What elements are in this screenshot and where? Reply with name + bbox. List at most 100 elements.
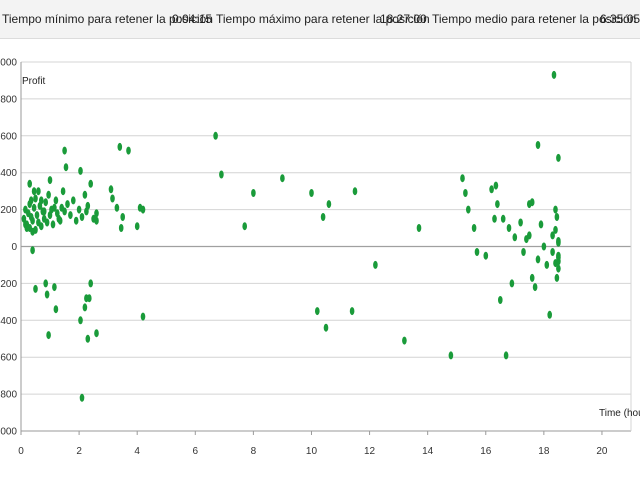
data-point	[535, 141, 541, 149]
data-point	[120, 213, 125, 221]
data-point	[219, 170, 224, 179]
data-point	[550, 248, 555, 256]
y-axis-title: Profit	[22, 76, 46, 87]
data-point	[62, 146, 67, 155]
data-point	[503, 351, 509, 360]
data-point	[52, 203, 57, 212]
x-tick-label: 20	[596, 446, 608, 457]
data-point	[309, 189, 314, 197]
data-point	[140, 205, 146, 214]
data-point	[68, 211, 73, 220]
data-point	[27, 179, 32, 188]
data-point	[527, 231, 532, 240]
data-point	[31, 203, 37, 212]
data-point	[495, 200, 500, 209]
data-point	[352, 187, 358, 196]
data-point	[554, 213, 560, 221]
data-point	[47, 176, 53, 185]
avg-hold-time-value: 6:35:05	[600, 12, 640, 26]
data-point	[556, 253, 561, 262]
data-point	[39, 222, 44, 231]
data-point	[53, 196, 59, 205]
x-tick-label: 10	[306, 446, 318, 457]
data-point	[280, 174, 285, 183]
data-point	[463, 189, 468, 197]
data-point	[88, 179, 93, 188]
data-point	[471, 224, 477, 232]
y-tick-label: 400	[0, 168, 17, 179]
y-tick-label: 0	[11, 242, 17, 253]
data-point	[506, 224, 512, 232]
data-point	[315, 307, 320, 316]
data-point	[33, 194, 38, 203]
axes	[20, 62, 632, 435]
data-point	[78, 316, 83, 325]
data-point	[114, 203, 120, 212]
data-point	[30, 216, 35, 225]
data-point	[126, 146, 131, 155]
x-tick-label: 14	[422, 446, 434, 457]
data-point	[117, 142, 123, 151]
data-point	[532, 283, 538, 292]
data-point	[448, 351, 454, 360]
y-tick-label: 200	[0, 205, 17, 216]
data-point	[547, 310, 552, 319]
data-point	[553, 225, 558, 234]
data-point	[30, 246, 35, 255]
data-point	[28, 196, 34, 205]
data-point	[323, 323, 329, 332]
data-point	[85, 334, 91, 343]
data-point	[46, 331, 51, 340]
data-point	[52, 283, 57, 292]
data-point	[529, 273, 535, 282]
data-point	[498, 296, 503, 304]
x-tick-label: 18	[538, 446, 550, 457]
data-point	[251, 189, 256, 197]
data-point	[60, 187, 66, 196]
data-point	[553, 259, 558, 268]
data-point	[118, 224, 124, 232]
data-points	[21, 70, 561, 402]
data-point	[62, 207, 67, 216]
data-point	[108, 185, 114, 194]
data-point	[94, 216, 99, 225]
data-point	[65, 200, 70, 209]
data-point	[492, 214, 497, 223]
data-point	[554, 273, 560, 282]
data-point	[551, 70, 557, 79]
x-tick-label: 0	[18, 446, 24, 457]
x-tick-labels: 0 2 4 6 8 10 12 14 16 18 20	[18, 446, 608, 457]
data-point	[82, 190, 88, 199]
data-point	[78, 166, 83, 175]
data-point	[493, 181, 499, 190]
data-point	[94, 329, 99, 338]
data-point	[53, 305, 59, 314]
data-point	[134, 222, 140, 231]
min-hold-time-label: Tiempo mínimo para retener la posición	[2, 12, 213, 26]
y-tick-label: 800	[0, 94, 17, 105]
data-point	[538, 220, 544, 229]
data-point	[44, 218, 50, 227]
x-tick-label: 6	[193, 446, 199, 457]
data-point	[529, 198, 535, 207]
data-point	[79, 213, 85, 221]
avg-hold-time-label: Tiempo medio para retener la posición	[432, 12, 637, 26]
data-point	[43, 279, 48, 288]
data-point	[79, 393, 85, 402]
x-tick-label: 4	[134, 446, 140, 457]
data-point	[553, 205, 558, 214]
y-tick-label: -600	[0, 353, 17, 364]
data-point	[46, 190, 51, 199]
x-tick-label: 2	[76, 446, 82, 457]
data-point	[556, 153, 561, 162]
data-point	[39, 196, 44, 205]
data-point	[550, 231, 555, 240]
data-point	[44, 290, 50, 299]
data-point	[349, 307, 355, 316]
data-point	[500, 214, 506, 223]
x-tick-label: 12	[364, 446, 376, 457]
data-point	[544, 260, 550, 269]
y-tick-label: -200	[0, 279, 17, 290]
data-point	[509, 279, 515, 288]
